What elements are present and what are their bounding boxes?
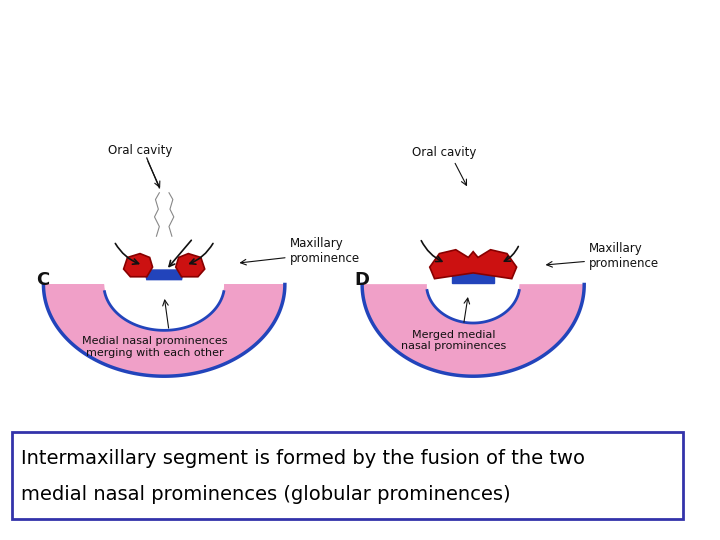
Polygon shape	[43, 285, 241, 376]
Text: Merged medial
nasal prominences: Merged medial nasal prominences	[401, 330, 506, 352]
Polygon shape	[145, 215, 184, 277]
Polygon shape	[362, 285, 584, 376]
Text: Intermaxillary segment is formed by the fusion of the two: Intermaxillary segment is formed by the …	[22, 449, 585, 468]
Polygon shape	[430, 249, 517, 279]
Polygon shape	[43, 285, 285, 376]
Text: Maxillary
prominence: Maxillary prominence	[289, 237, 360, 265]
Text: Oral cavity: Oral cavity	[108, 144, 172, 157]
Text: medial nasal prominences (globular prominences): medial nasal prominences (globular promi…	[22, 485, 511, 504]
Text: Oral cavity: Oral cavity	[412, 146, 477, 159]
Polygon shape	[145, 270, 184, 280]
FancyBboxPatch shape	[12, 432, 683, 519]
Text: D: D	[354, 271, 369, 289]
Polygon shape	[124, 254, 153, 277]
Text: Medial nasal prominences
merging with each other: Medial nasal prominences merging with ea…	[82, 336, 228, 358]
Text: C: C	[36, 271, 49, 289]
Polygon shape	[468, 231, 478, 277]
Text: Maxillary
prominence: Maxillary prominence	[589, 241, 660, 269]
Polygon shape	[176, 254, 204, 277]
Polygon shape	[87, 285, 285, 376]
Polygon shape	[452, 273, 495, 282]
